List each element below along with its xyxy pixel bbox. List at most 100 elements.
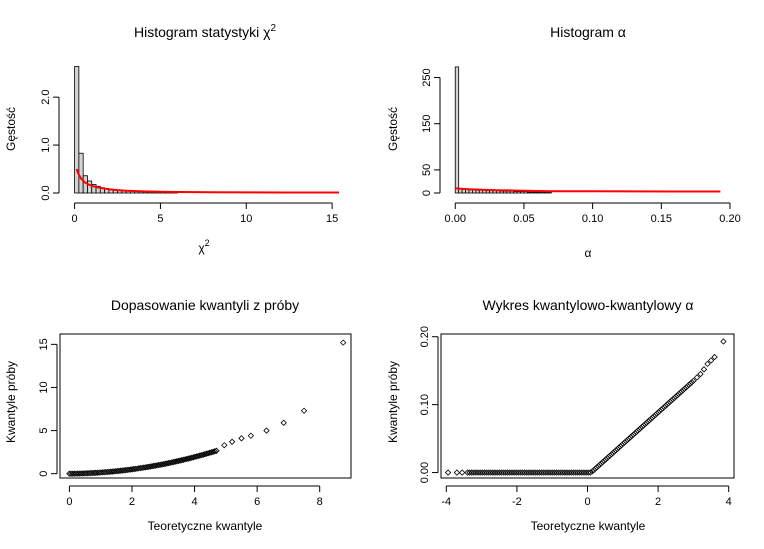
alpha-qq-point <box>483 469 490 476</box>
alpha-qq-point <box>468 469 475 476</box>
alpha-qq-xlabel: Teoretyczne kwantyle <box>531 519 646 533</box>
alpha-qq-point <box>519 469 526 476</box>
alpha-histogram-bar <box>499 190 504 194</box>
alpha-qq-point <box>466 469 473 476</box>
chi2-qq-point <box>171 458 179 465</box>
alpha-qq-point <box>506 469 514 476</box>
chi2-qq-y-tick-label: 0 <box>38 471 50 477</box>
alpha-qq-point <box>517 469 524 476</box>
alpha-histogram-bar <box>523 191 528 194</box>
alpha-qq-point <box>527 469 535 476</box>
alpha-histogram-bar <box>530 191 535 194</box>
alpha-histogram-bar <box>520 191 525 194</box>
alpha-qq-point <box>690 377 697 385</box>
alpha-qq-point <box>557 469 564 476</box>
chi2-qq-point <box>228 438 236 445</box>
alpha-qq-point <box>470 469 477 476</box>
chi2-histogram-ylabel: Gęstość <box>4 107 18 151</box>
chi2-qq-point <box>67 470 75 477</box>
alpha-qq-point <box>574 469 581 476</box>
alpha-histogram-bar <box>537 191 542 194</box>
alpha-qq-x-axis: -4 -2 0 2 4 <box>441 485 732 508</box>
chi2-qq-title: Dopasowanie kwantyli z próby <box>111 297 299 313</box>
alpha-qq-points <box>444 338 727 476</box>
chi2-qq-point <box>191 453 199 461</box>
alpha-qq-x-tick-label: 4 <box>726 496 732 508</box>
chi2-histogram-bar <box>74 66 80 194</box>
alpha-qq-point <box>553 469 560 476</box>
alpha-histogram-x-tick-label: 0.00 <box>445 213 466 225</box>
chi2-qq-point <box>188 454 195 461</box>
panel-alpha-qq: Wykres kwantylowo-kwantylowy α Teoretycz… <box>386 297 735 533</box>
alpha-qq-point <box>496 469 503 476</box>
chi2-qq-point <box>148 463 156 470</box>
chi2-qq-y-tick-label: 10 <box>38 381 50 393</box>
chi2-qq-point <box>178 457 185 464</box>
chi2-qq-point <box>300 407 308 414</box>
alpha-qq-point <box>532 469 539 476</box>
alpha-qq-x-tick-label: -4 <box>441 496 451 508</box>
chi2-qq-point <box>167 459 174 466</box>
chi2-qq-point <box>193 453 200 460</box>
alpha-qq-point <box>572 469 579 476</box>
alpha-histogram-xlabel: α <box>585 246 592 260</box>
chi2-qq-point <box>221 442 228 449</box>
alpha-qq-point <box>549 469 556 476</box>
alpha-qq-point <box>697 370 704 378</box>
chi2-qq-y-tick-label: 5 <box>38 428 50 434</box>
alpha-qq-point <box>707 357 715 364</box>
alpha-qq-point <box>559 469 566 476</box>
alpha-qq-point <box>568 469 575 476</box>
alpha-qq-point <box>544 469 552 476</box>
alpha-qq-point <box>502 469 509 476</box>
chi2-qq-point <box>185 455 192 462</box>
chi2-qq-point <box>208 449 215 456</box>
alpha-qq-plot-frame <box>440 333 735 479</box>
alpha-qq-x-tick-label: 2 <box>655 496 661 508</box>
alpha-qq-point <box>508 469 516 476</box>
chi2-qq-point <box>211 448 218 455</box>
chi2-qq-point <box>142 464 149 471</box>
chi2-qq-plot-frame <box>59 333 352 479</box>
chi2-qq-point <box>195 452 202 460</box>
chi2-qq-point <box>203 450 210 457</box>
chi2-qq-x-axis: 0 2 4 6 8 <box>66 485 323 508</box>
alpha-histogram-x-tick-label: 0.10 <box>582 213 603 225</box>
alpha-qq-point <box>481 469 488 476</box>
chi2-qq-points <box>66 339 347 477</box>
chi2-qq-point <box>263 427 270 434</box>
alpha-histogram-x-axis: 0.00 0.05 0.10 0.15 0.20 <box>445 202 741 225</box>
alpha-qq-point <box>538 469 545 476</box>
alpha-histogram-y-axis: 0 50 150 250 <box>421 68 441 196</box>
alpha-qq-point <box>693 374 701 381</box>
alpha-qq-y-tick-label: 0.00 <box>419 462 431 483</box>
chi2-qq-point <box>168 459 176 466</box>
chi2-density-curve <box>75 168 339 194</box>
alpha-qq-y-tick-label: 0.10 <box>419 394 431 415</box>
alpha-density-curve <box>455 187 721 193</box>
chi2-qq-x-tick-label: 0 <box>66 496 72 508</box>
chi2-qq-point <box>196 452 204 459</box>
chi2-qq-point <box>152 462 159 469</box>
chi2-qq-x-tick-label: 6 <box>254 496 260 508</box>
chi2-qq-point <box>155 461 162 469</box>
chi2-qq-y-tick-label: 15 <box>38 338 50 350</box>
alpha-histogram-y-tick-label: 0 <box>421 190 433 196</box>
alpha-histogram-bar <box>540 191 545 194</box>
alpha-histogram-x-tick-label: 0.05 <box>513 213 534 225</box>
chi2-qq-point <box>280 419 287 426</box>
chi2-histogram-x-tick-label: 10 <box>240 213 252 225</box>
chi2-qq-point <box>153 462 161 469</box>
alpha-qq-point <box>493 469 501 476</box>
alpha-histogram-title: Histogram α <box>550 24 626 40</box>
alpha-qq-point <box>444 469 452 476</box>
chi2-qq-point <box>181 456 189 463</box>
chi2-qq-x-tick-label: 8 <box>317 496 323 508</box>
alpha-qq-point <box>515 469 522 476</box>
alpha-qq-point <box>563 469 571 476</box>
chi2-qq-point <box>145 463 152 470</box>
chi2-qq-point <box>247 432 255 439</box>
alpha-qq-point <box>565 469 573 476</box>
chi2-qq-point <box>143 463 151 471</box>
chi2-histogram-x-tick-label: 5 <box>157 213 163 225</box>
